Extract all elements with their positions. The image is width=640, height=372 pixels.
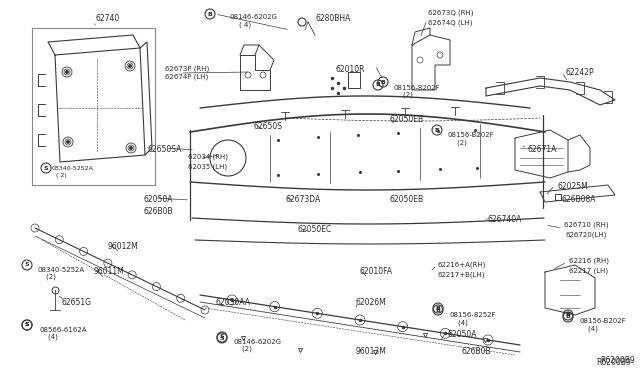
Text: 62050EB: 62050EB xyxy=(390,195,424,204)
Text: 62651G: 62651G xyxy=(61,298,91,307)
Text: 62650S: 62650S xyxy=(253,122,282,131)
Text: 62034 (RH): 62034 (RH) xyxy=(188,154,228,160)
Text: 62242P: 62242P xyxy=(566,68,595,77)
Text: 08340-5252A: 08340-5252A xyxy=(52,166,94,170)
Text: 08340-5252A
    (2): 08340-5252A (2) xyxy=(37,267,84,280)
Text: 62025M: 62025M xyxy=(557,182,588,191)
Text: 08156-8202F
    (2): 08156-8202F (2) xyxy=(394,85,440,99)
Text: 6280BHA: 6280BHA xyxy=(315,14,350,23)
Text: B: B xyxy=(376,83,380,87)
Text: 62050EC: 62050EC xyxy=(298,225,332,234)
Text: 626710 (RH): 626710 (RH) xyxy=(564,222,609,228)
Text: B: B xyxy=(436,308,440,312)
Text: 96012M: 96012M xyxy=(107,242,138,251)
Text: 08156-B202F
    (4): 08156-B202F (4) xyxy=(579,318,626,331)
Text: 62010R: 62010R xyxy=(335,65,365,74)
Text: 62010FA: 62010FA xyxy=(360,267,393,276)
Text: S: S xyxy=(220,336,224,340)
Text: 08146-6202G
    ( 4): 08146-6202G ( 4) xyxy=(230,14,278,28)
Text: 626B0B: 626B0B xyxy=(143,207,173,216)
Text: 62674P (LH): 62674P (LH) xyxy=(165,74,208,80)
Text: 62050EB: 62050EB xyxy=(390,115,424,124)
Circle shape xyxy=(129,146,133,150)
Text: 08156-B202F
    (2): 08156-B202F (2) xyxy=(448,132,495,145)
Text: 626720(LH): 626720(LH) xyxy=(566,232,607,238)
Text: 626B08A: 626B08A xyxy=(562,195,596,204)
Text: 62671A: 62671A xyxy=(527,145,556,154)
Text: R6200B9: R6200B9 xyxy=(600,356,635,365)
Text: B: B xyxy=(566,312,570,317)
Text: 62026M: 62026M xyxy=(356,298,387,307)
Text: 62650SA: 62650SA xyxy=(148,145,182,154)
Text: B: B xyxy=(207,12,212,16)
Circle shape xyxy=(65,70,69,74)
Text: 08146-6202G
    (2): 08146-6202G (2) xyxy=(233,339,281,353)
Text: 08156-8252F
    (4): 08156-8252F (4) xyxy=(449,312,495,326)
Text: 626740A: 626740A xyxy=(487,215,522,224)
Text: 62673P (RH): 62673P (RH) xyxy=(165,65,209,71)
Text: 62050A: 62050A xyxy=(447,330,477,339)
Circle shape xyxy=(128,64,132,68)
Text: S: S xyxy=(220,334,224,340)
Text: 62217+B(LH): 62217+B(LH) xyxy=(437,272,484,279)
Text: 62217 (LH): 62217 (LH) xyxy=(569,268,608,275)
Text: B: B xyxy=(436,305,440,311)
Text: 62216+A(RH): 62216+A(RH) xyxy=(437,262,485,269)
Text: 96011M: 96011M xyxy=(93,267,124,276)
Bar xyxy=(32,28,155,185)
Text: S: S xyxy=(25,323,29,327)
Text: S: S xyxy=(44,166,48,170)
Text: S: S xyxy=(25,323,29,327)
Text: 96013M: 96013M xyxy=(356,347,387,356)
Text: S: S xyxy=(25,263,29,267)
Text: 62216 (RH): 62216 (RH) xyxy=(569,258,609,264)
Text: R6200B9: R6200B9 xyxy=(596,358,631,367)
Circle shape xyxy=(66,140,70,144)
Text: 62740: 62740 xyxy=(95,14,119,23)
Text: B: B xyxy=(435,128,440,132)
Text: 08566-6162A
    (4): 08566-6162A (4) xyxy=(39,327,86,340)
Text: 626B0B: 626B0B xyxy=(461,347,491,356)
Text: 62035 (LH): 62035 (LH) xyxy=(188,163,227,170)
Text: B: B xyxy=(566,314,570,320)
Text: ( 2): ( 2) xyxy=(56,173,67,179)
Text: 62674Q (LH): 62674Q (LH) xyxy=(428,20,472,26)
Text: 62050AA: 62050AA xyxy=(216,298,251,307)
Text: 62050A: 62050A xyxy=(143,195,173,204)
Text: 62673Q (RH): 62673Q (RH) xyxy=(428,10,474,16)
Text: B: B xyxy=(381,80,385,84)
Text: 62673DA: 62673DA xyxy=(285,195,320,204)
